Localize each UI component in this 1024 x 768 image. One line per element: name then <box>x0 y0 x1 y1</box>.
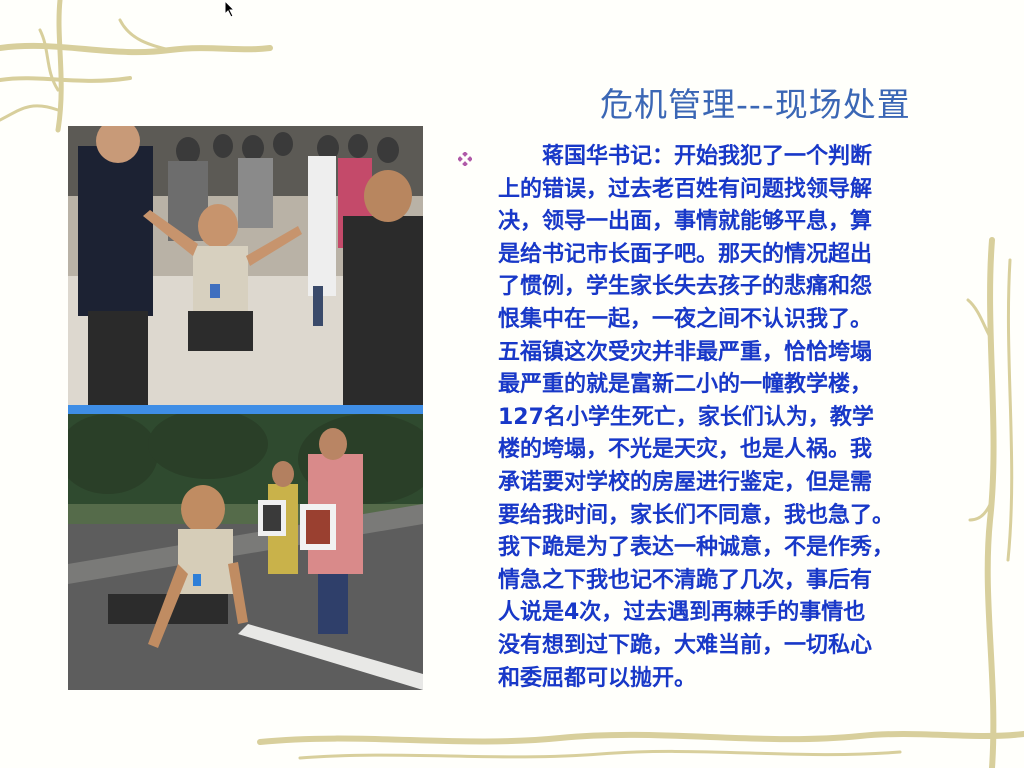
body-line: 要给我时间，家长们不同意，我也急了。 <box>498 502 895 528</box>
diamond-bullet-icon <box>458 152 472 166</box>
body-line: 上的错误，过去老百姓有问题找领导解 <box>498 176 873 202</box>
photo-separator-bar <box>68 405 423 414</box>
body-line: 决，领导一出面，事情就能够平息，算 <box>498 209 873 235</box>
body-line: 了惯例，学生家长失去孩子的悲痛和怨 <box>498 274 873 300</box>
body-line: 恨集中在一起，一夜之间不认识我了。 <box>498 306 873 332</box>
body-line: 楼的垮塌，不光是天灾，也是人祸。我 <box>498 437 873 463</box>
body-line: 是给书记市长面子吧。那天的情况超出 <box>498 241 873 267</box>
body-line: 承诺要对学校的房屋进行鉴定，但是需 <box>498 469 873 495</box>
body-line: 和委屈都可以抛开。 <box>498 665 697 691</box>
body-line: 我下跪是为了表达一种诚意，不是作秀， <box>498 535 895 561</box>
body-line: 蒋国华书记：开始我犯了一个判断 <box>498 144 873 169</box>
photo-kneeling-official-crowd <box>68 126 423 406</box>
body-line: 情急之下我也记不清跪了几次，事后有 <box>498 567 873 593</box>
body-line: 最严重的就是富新二小的一幢教学楼， <box>498 372 873 398</box>
photo-kneeling-official-road <box>68 414 423 690</box>
body-line: 五福镇这次受灾并非最严重，恰恰垮塌 <box>498 339 873 365</box>
body-line: 人说是4次，过去遇到再棘手的事情也 <box>498 600 866 626</box>
mouse-cursor-icon <box>224 0 236 18</box>
body-line: 127名小学生死亡，家长们认为，教学 <box>498 404 874 430</box>
slide-title: 危机管理---现场处置 <box>600 85 911 124</box>
body-line: 没有想到过下跪，大难当前，一切私心 <box>498 632 873 658</box>
body-text: 蒋国华书记：开始我犯了一个判断 上的错误，过去老百姓有问题找领导解 决，领导一出… <box>498 141 968 695</box>
